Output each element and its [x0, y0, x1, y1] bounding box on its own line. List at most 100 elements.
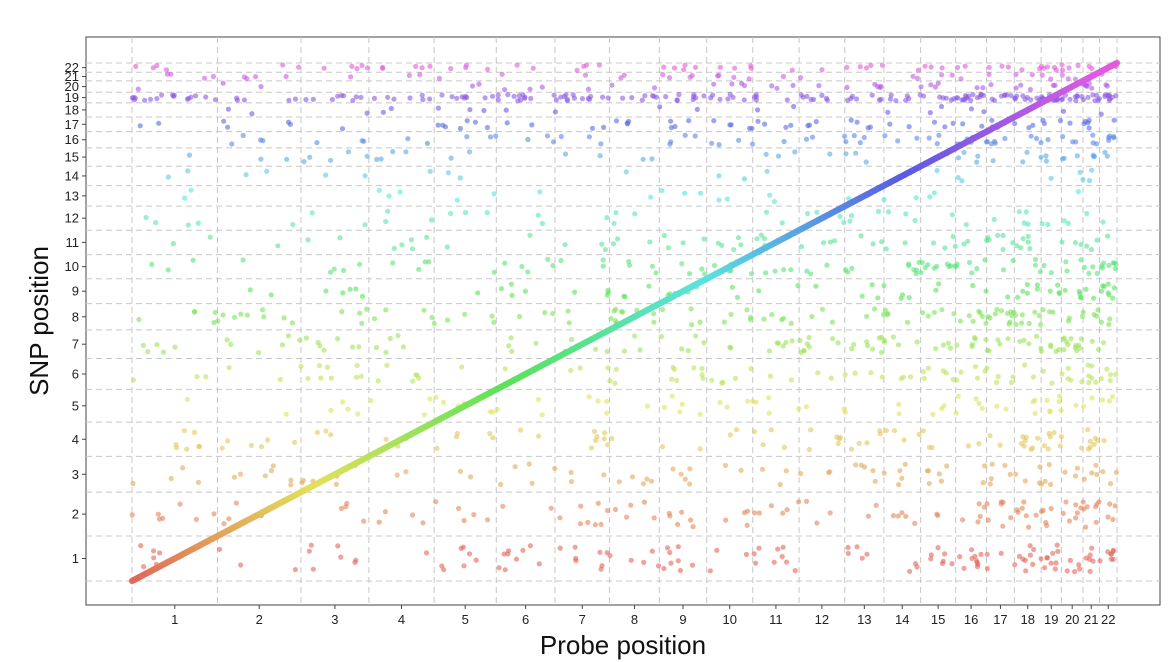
data-point	[1087, 568, 1093, 575]
data-point	[542, 310, 548, 316]
data-point	[528, 95, 534, 102]
data-point	[998, 308, 1005, 314]
data-point	[238, 562, 244, 568]
data-point	[1065, 76, 1071, 82]
data-point	[599, 241, 605, 247]
data-point	[766, 348, 773, 354]
data-point	[771, 198, 778, 205]
data-point	[275, 243, 281, 249]
x-tick-label: 9	[679, 612, 686, 627]
data-point	[863, 159, 869, 165]
data-point	[629, 474, 636, 480]
data-point	[498, 481, 504, 488]
data-point	[904, 319, 911, 325]
data-point	[1065, 318, 1072, 324]
data-point	[1084, 243, 1090, 249]
data-point	[502, 87, 508, 93]
data-point	[988, 141, 995, 147]
data-point	[999, 63, 1005, 69]
data-point	[489, 93, 496, 99]
data-point	[747, 317, 754, 323]
data-point	[988, 82, 994, 88]
data-point	[1013, 321, 1019, 327]
data-point	[774, 85, 780, 91]
data-point	[195, 220, 201, 226]
data-point	[899, 292, 906, 298]
data-point	[536, 561, 542, 567]
data-point	[605, 365, 611, 371]
data-point	[429, 314, 435, 320]
data-point	[940, 342, 947, 348]
data-point	[397, 189, 403, 195]
data-point	[493, 133, 499, 139]
data-point	[848, 213, 855, 219]
data-point	[677, 567, 684, 574]
x-tick-label: 7	[579, 612, 586, 627]
data-point	[791, 103, 797, 110]
data-point	[613, 366, 620, 373]
y-tick-label: 4	[72, 432, 79, 447]
data-point	[1059, 371, 1065, 377]
data-point	[852, 370, 858, 376]
data-point	[711, 118, 717, 124]
data-point	[1110, 516, 1116, 523]
data-point	[1028, 133, 1034, 139]
data-point	[974, 159, 980, 165]
data-point	[755, 118, 761, 124]
data-point	[1033, 333, 1040, 339]
data-point	[969, 547, 975, 553]
data-point	[362, 222, 368, 228]
data-point	[130, 377, 137, 383]
y-tick-label: 17	[65, 117, 79, 132]
data-point	[517, 313, 523, 320]
data-point	[688, 517, 694, 523]
data-point	[605, 507, 611, 514]
data-point	[376, 187, 382, 193]
data-point	[1074, 510, 1080, 516]
data-point	[943, 95, 949, 101]
data-point	[875, 208, 882, 214]
x-tick-label: 10	[722, 612, 736, 627]
data-point	[1047, 408, 1053, 414]
y-tick-label: 10	[65, 259, 79, 274]
data-point	[225, 438, 231, 444]
data-point	[1021, 499, 1027, 505]
data-point	[1042, 478, 1048, 484]
data-point	[797, 337, 803, 343]
data-point	[558, 257, 564, 264]
data-point	[779, 220, 785, 226]
data-point	[800, 94, 806, 100]
data-point	[677, 409, 683, 415]
data-point	[238, 311, 244, 317]
data-point	[454, 197, 460, 203]
data-point	[789, 67, 795, 73]
data-point	[780, 510, 786, 516]
data-point	[661, 404, 668, 410]
data-point	[931, 119, 938, 125]
data-point	[819, 67, 825, 73]
data-point	[1100, 219, 1106, 225]
data-point	[339, 126, 346, 132]
data-point	[769, 83, 775, 89]
data-point	[433, 394, 439, 400]
data-point	[928, 552, 934, 558]
data-point	[338, 505, 344, 512]
data-point	[981, 109, 987, 115]
data-point	[754, 236, 760, 242]
data-point	[502, 567, 508, 573]
data-point	[934, 141, 940, 147]
data-point	[383, 349, 389, 355]
data-point	[714, 547, 720, 553]
data-point	[906, 124, 912, 130]
points	[129, 62, 1119, 575]
data-point	[226, 516, 232, 522]
data-point	[970, 92, 976, 98]
data-point	[457, 468, 463, 474]
data-point	[1059, 72, 1065, 78]
data-point	[490, 435, 496, 441]
data-point	[628, 502, 634, 508]
data-point	[952, 243, 958, 249]
data-point	[1044, 64, 1050, 70]
data-point	[980, 480, 986, 486]
data-point	[309, 210, 315, 216]
